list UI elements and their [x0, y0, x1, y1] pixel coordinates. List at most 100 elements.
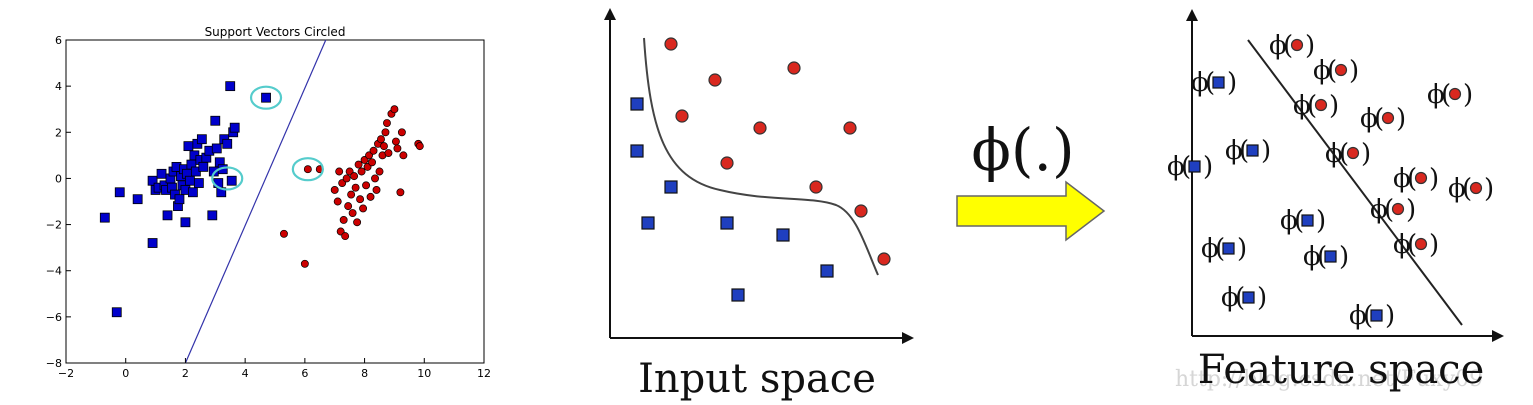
blue-square-point: [226, 175, 237, 186]
mapping-arrow-icon: [956, 180, 1106, 242]
red-circle-point: [397, 128, 406, 137]
blue-square-point: [99, 212, 110, 223]
blue-square-point: [225, 81, 236, 92]
red-circle-point: [396, 188, 405, 197]
close-paren: ): [1227, 68, 1237, 98]
red-circle-series: [280, 105, 424, 268]
mapped-red-circle: [1314, 98, 1328, 112]
phi-symbol: ϕ: [1393, 164, 1411, 194]
input-blue-square: [731, 288, 745, 302]
phi-square-item: ϕ(): [1280, 206, 1326, 236]
open-paren: (: [1317, 242, 1327, 272]
blue-square-point: [111, 307, 122, 318]
phi-symbol: ϕ: [1221, 283, 1239, 313]
input-space-label: Input space: [638, 356, 876, 402]
blue-square-point: [193, 178, 204, 188]
blue-square-point: [229, 122, 240, 133]
blue-square-point: [222, 138, 233, 149]
open-paren: (: [1294, 206, 1304, 236]
input-y-arrowhead-icon: [604, 8, 616, 20]
red-circle-point: [344, 202, 353, 211]
red-circle-point: [391, 137, 400, 146]
blue-square-point: [187, 187, 198, 198]
phi-symbol: ϕ: [1167, 152, 1185, 182]
phi-circle-item: ϕ(): [1325, 139, 1371, 169]
phi-symbol: ϕ: [1225, 136, 1243, 166]
mapped-red-circle: [1469, 181, 1483, 195]
y-tick-label: 4: [55, 80, 62, 93]
blue-square-point: [196, 134, 207, 145]
red-circle-point: [335, 167, 344, 176]
red-circle-point: [357, 167, 366, 176]
input-blue-square: [720, 216, 734, 230]
close-paren: ): [1349, 56, 1359, 86]
input-space-diagram: Input space: [604, 8, 914, 402]
phi-symbol: ϕ: [1393, 230, 1411, 260]
phi-circle-item: ϕ(): [1293, 91, 1339, 121]
mapped-red-circle: [1290, 38, 1304, 52]
phi-circle-item: ϕ(): [1313, 56, 1359, 86]
red-circle-point: [339, 216, 348, 224]
input-red-circles: [664, 37, 891, 266]
close-paren: ): [1429, 230, 1439, 260]
open-paren: (: [1339, 139, 1349, 169]
close-paren: ): [1305, 31, 1315, 61]
close-paren: ): [1257, 283, 1267, 313]
input-red-circle: [877, 252, 891, 266]
mapped-red-circle: [1334, 63, 1348, 77]
input-red-circle: [843, 121, 857, 135]
blue-square-point: [261, 92, 271, 103]
mapped-blue-square: [1370, 309, 1383, 322]
x-axis-ticks: −2 0 2 4 6 8 10 12: [58, 358, 491, 380]
phi-symbol: ϕ: [1349, 301, 1367, 331]
y-tick-label: 6: [55, 34, 62, 47]
mapped-blue-square: [1246, 144, 1259, 157]
open-paren: (: [1235, 283, 1245, 313]
phi-symbol: ϕ: [1360, 104, 1378, 134]
open-paren: (: [1407, 230, 1417, 260]
red-circle-point: [359, 204, 368, 213]
red-circle-point: [375, 167, 384, 176]
feature-space-diagram: ϕ()ϕ()ϕ()ϕ()ϕ() ϕ()ϕ()ϕ() ϕ()ϕ()ϕ() ϕ()ϕ()…: [1167, 9, 1504, 393]
blue-square-point: [198, 161, 209, 172]
x-tick-label: 6: [301, 367, 308, 380]
input-blue-square: [630, 144, 644, 158]
support-vector-ring: [291, 157, 324, 182]
mapped-blue-square: [1212, 76, 1225, 89]
phi-square-item: ϕ(): [1191, 68, 1237, 98]
red-circle-point: [415, 142, 424, 151]
phi-square-item: ϕ(): [1167, 152, 1213, 182]
red-circle-point: [356, 195, 365, 204]
red-circle-point: [366, 192, 375, 201]
input-red-circle: [720, 156, 734, 170]
phi-symbol: ϕ: [1370, 195, 1388, 225]
linear-decision-boundary: [1247, 39, 1463, 326]
x-tick-label: 10: [417, 367, 431, 380]
red-circle-point: [300, 259, 309, 268]
watermark-text: http://blog.csdn.net/Fuxy09: [1175, 367, 1483, 392]
blue-square-point: [183, 141, 194, 152]
open-paren: (: [1462, 174, 1472, 204]
close-paren: ): [1463, 80, 1473, 110]
phi-mapping-label: ϕ(.): [971, 116, 1074, 184]
red-circle-point: [303, 165, 312, 174]
blue-square-series: [99, 81, 271, 318]
blue-square-point: [185, 175, 195, 186]
mapped-blue-square: [1222, 242, 1235, 255]
y-tick-label: −8: [46, 357, 62, 370]
input-x-arrowhead-icon: [902, 332, 914, 344]
close-paren: ): [1385, 301, 1395, 331]
red-circle-point: [399, 151, 408, 160]
x-tick-label: 12: [477, 367, 491, 380]
red-circle-point: [377, 135, 385, 144]
mapped-blue-square: [1301, 214, 1314, 227]
red-circle-point: [333, 197, 342, 206]
plot-title: Support Vectors Circled: [205, 25, 346, 39]
phi-square-item: ϕ(): [1201, 234, 1247, 264]
mapped-blue-square: [1324, 250, 1337, 263]
close-paren: ): [1429, 164, 1439, 194]
open-paren: (: [1384, 195, 1394, 225]
open-paren: (: [1205, 68, 1215, 98]
blue-square-point: [207, 210, 218, 221]
y-tick-label: 2: [55, 126, 62, 139]
